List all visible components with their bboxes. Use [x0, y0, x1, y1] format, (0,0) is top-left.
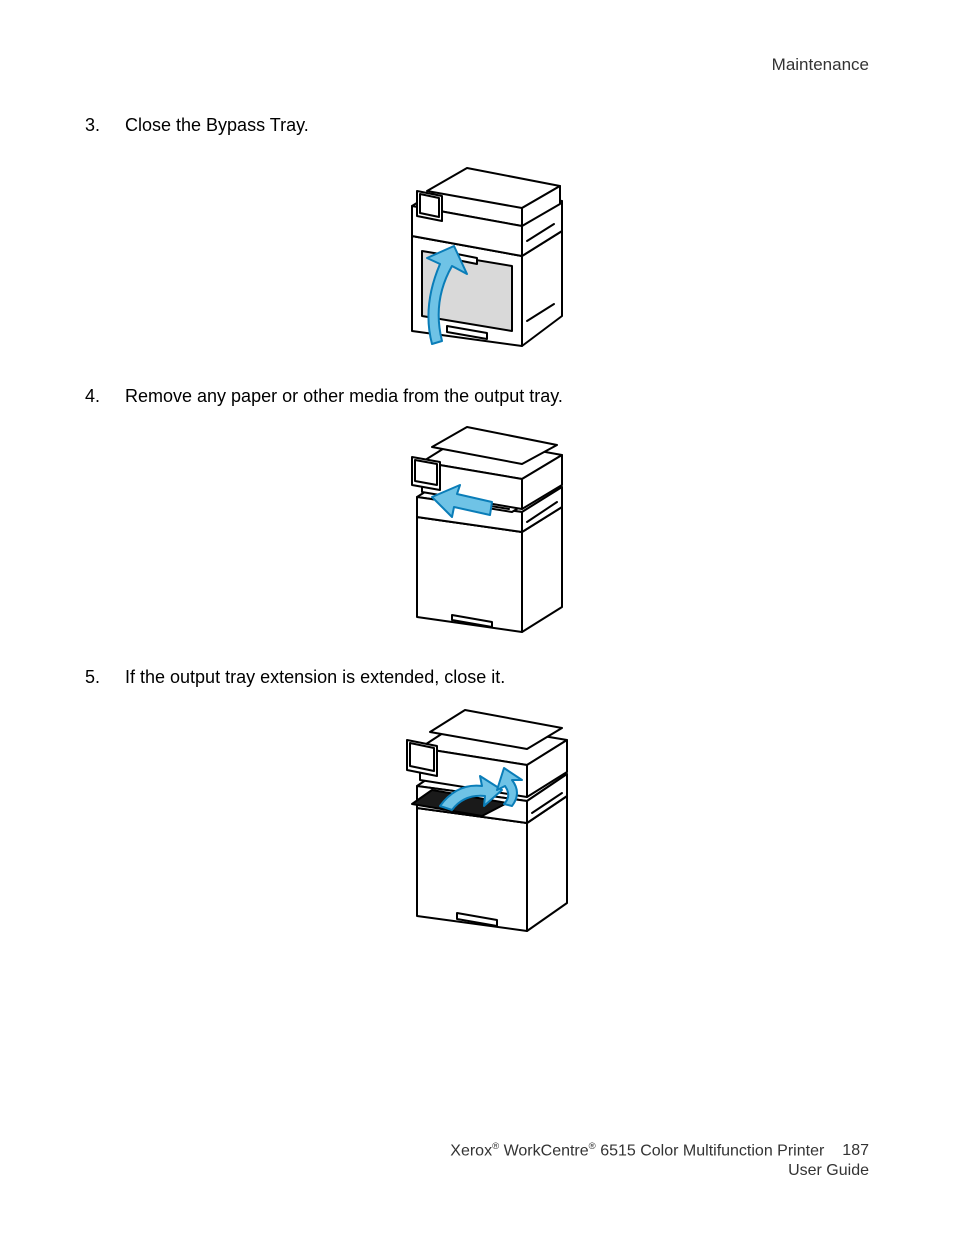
printer-remove-output-icon: [372, 417, 582, 637]
step-number: 3.: [85, 115, 125, 136]
page-header: Maintenance: [85, 55, 869, 75]
step-5: 5. If the output tray extension is exten…: [85, 667, 869, 688]
step-4: 4. Remove any paper or other media from …: [85, 386, 869, 407]
step-text: If the output tray extension is extended…: [125, 667, 869, 688]
registered-icon: ®: [589, 1141, 596, 1152]
footer-brand: Xerox: [450, 1142, 492, 1159]
page-number: 187: [842, 1142, 869, 1160]
registered-icon: ®: [492, 1141, 499, 1152]
figure-step-3: [85, 146, 869, 361]
section-title: Maintenance: [772, 55, 869, 74]
step-number: 5.: [85, 667, 125, 688]
step-3: 3. Close the Bypass Tray.: [85, 115, 869, 136]
footer-product: WorkCentre: [504, 1142, 589, 1159]
printer-close-extension-icon: [362, 698, 592, 938]
step-number: 4.: [85, 386, 125, 407]
step-text: Remove any paper or other media from the…: [125, 386, 869, 407]
figure-step-5: [85, 698, 869, 943]
step-text: Close the Bypass Tray.: [125, 115, 869, 136]
footer-product-line: Xerox® WorkCentre® 6515 Color Multifunct…: [450, 1141, 824, 1160]
footer-subtitle: User Guide: [450, 1162, 869, 1180]
footer-model: 6515 Color Multifunction Printer: [600, 1142, 824, 1159]
document-page: Maintenance 3. Close the Bypass Tray.: [0, 0, 954, 1235]
printer-close-bypass-icon: [372, 146, 582, 356]
figure-step-4: [85, 417, 869, 642]
page-footer: Xerox® WorkCentre® 6515 Color Multifunct…: [450, 1141, 869, 1180]
